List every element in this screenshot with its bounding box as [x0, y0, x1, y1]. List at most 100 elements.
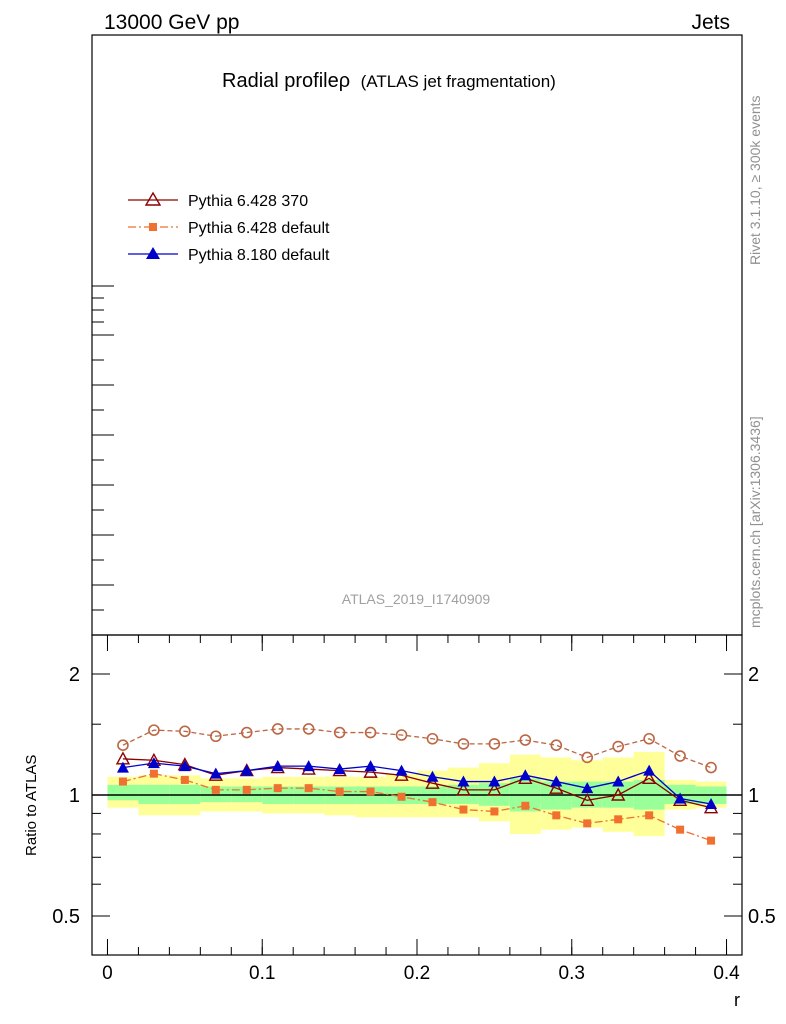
data-point-filled-triangle [271, 760, 284, 772]
data-point-open-circle [612, 740, 624, 753]
header-jets-label: Jets [691, 11, 730, 34]
data-point-filled-triangle [209, 767, 222, 779]
main-panel-frame [91, 34, 743, 636]
uncertainty-bands [107, 751, 727, 837]
data-point-filled-triangle [240, 764, 253, 776]
data-point-open-circle [240, 726, 253, 739]
data-point-square [521, 801, 530, 810]
data-point-open-circle [395, 729, 408, 741]
x-tick-label: 0.4 [713, 963, 740, 984]
data-point-filled-triangle [674, 792, 687, 804]
data-point-filled-triangle [302, 760, 315, 772]
legend-marker-square [149, 223, 157, 231]
x-axis-label: r [734, 990, 740, 1010]
data-point-square [211, 785, 220, 794]
data-point-open-circle [148, 724, 160, 736]
x-tick-label: 0.2 [404, 963, 430, 984]
data-point-filled-triangle [178, 760, 191, 772]
data-point-filled-triangle [426, 770, 439, 782]
y-tick-label-right: 0.5 [748, 906, 776, 928]
data-point-square [428, 798, 437, 807]
data-point-square [118, 777, 127, 786]
data-point-open-circle [210, 730, 222, 743]
data-point-square [676, 825, 685, 834]
mcplots-label: mcplots.cern.ch [arXiv:1306.3436] [747, 416, 763, 628]
data-point-open-circle [364, 726, 377, 739]
data-point-square [614, 815, 623, 824]
data-point-filled-triangle [147, 757, 160, 769]
plot-title: Radial profileρ (ATLAS jet fragmentation… [222, 70, 556, 92]
data-point-filled-triangle [333, 763, 346, 775]
rivet-version-label: Rivet 3.1.10, ≥ 300k events [747, 95, 763, 265]
data-point-square [459, 805, 468, 814]
data-point-open-circle [643, 732, 655, 745]
legend-entry-pythia-6428-370: Pythia 6.428 370 [128, 191, 308, 210]
data-point-square [583, 819, 592, 828]
data-point-open-triangle [425, 775, 440, 789]
header-energy-label: 13000 GeV pp [104, 11, 239, 34]
data-point-filled-triangle [581, 782, 594, 794]
x-tick-label: 0 [102, 963, 113, 984]
data-point-open-circle [179, 725, 191, 738]
data-point-square [552, 811, 561, 820]
data-point-square [645, 811, 654, 820]
data-point-square [242, 785, 251, 794]
data-point-open-triangle [363, 764, 378, 778]
data-point-open-circle [333, 726, 346, 739]
data-point-open-circle [581, 751, 594, 764]
data-point-filled-triangle [612, 775, 625, 787]
data-point-open-triangle [641, 770, 657, 785]
data-point-open-triangle [580, 792, 595, 807]
data-point-square [335, 787, 344, 796]
data-point-filled-triangle [457, 775, 470, 787]
y-tick-label-right: 2 [748, 664, 759, 686]
data-point-filled-triangle [364, 760, 377, 772]
x-tick-label: 0.3 [559, 963, 585, 984]
legend-marker-filled-triangle [146, 247, 160, 259]
data-point-open-circle [550, 739, 563, 752]
data-point-open-triangle [549, 780, 564, 794]
data-point-open-circle [271, 723, 284, 735]
data-point-open-circle [519, 734, 532, 746]
data-point-filled-triangle [550, 775, 563, 787]
legend: Pythia 6.428 370 Pythia 6.428 default Py… [128, 191, 330, 264]
data-point-square [397, 792, 406, 801]
x-tick-label: 0.1 [249, 963, 275, 984]
y-axis-label: Ratio to ATLAS [23, 755, 40, 856]
inner-band-bin [107, 784, 139, 801]
series-3 [117, 723, 717, 774]
legend-marker-open-triangle [144, 191, 162, 206]
legend-label-2: Pythia 6.428 default [188, 220, 330, 237]
legend-entry-pythia-6428-default: Pythia 6.428 default [128, 220, 330, 237]
data-point-open-triangle [456, 782, 471, 796]
data-point-open-circle [457, 738, 470, 750]
series-2 [118, 769, 716, 845]
data-point-square [273, 784, 282, 793]
data-point-open-circle [426, 732, 439, 745]
y-tick-label-left: 0.5 [52, 906, 80, 928]
data-point-open-triangle [487, 782, 502, 796]
data-point-open-triangle [611, 787, 626, 801]
data-point-open-circle [117, 739, 129, 752]
data-point-filled-triangle [488, 775, 501, 787]
data-point-square [366, 787, 375, 796]
data-point-open-circle [488, 738, 501, 750]
y-tick-label-left: 1 [69, 785, 80, 807]
data-point-square [149, 769, 158, 778]
legend-label-3: Pythia 8.180 default [188, 247, 330, 264]
data-point-open-circle [302, 723, 315, 735]
data-point-square [180, 775, 189, 784]
y-tick-label-left: 2 [69, 664, 80, 686]
data-point-filled-triangle [643, 764, 656, 776]
data-point-filled-triangle [395, 764, 408, 776]
data-point-square [304, 784, 313, 793]
data-point-square [490, 807, 499, 816]
analysis-id-label: ATLAS_2019_I1740909 [342, 591, 491, 607]
main-panel-y-ticks [92, 285, 114, 611]
ratio-axes: 0 0.1 0.2 0.3 0.4 0.5 0.5 1 1 2 2 [52, 634, 776, 984]
data-point-filled-triangle [519, 769, 532, 781]
data-point-filled-triangle [116, 761, 129, 773]
data-point-filled-triangle [705, 797, 718, 809]
legend-entry-pythia-8180-default: Pythia 8.180 default [128, 247, 330, 264]
